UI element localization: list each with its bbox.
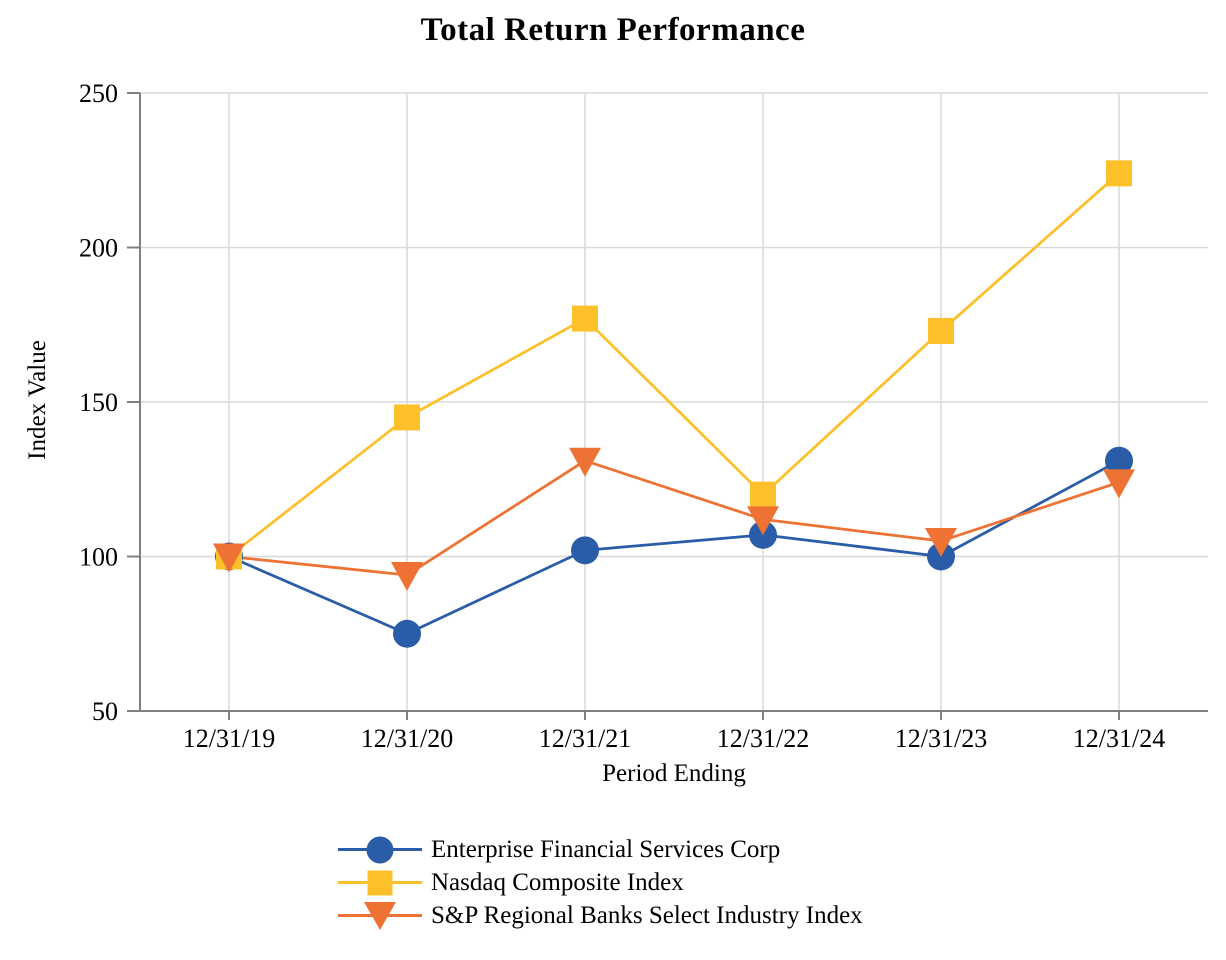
legend-line-sample [338, 833, 422, 866]
x-axis-title: Period Ending [602, 760, 746, 787]
square-marker-icon [394, 404, 420, 431]
circle-marker-icon [393, 619, 421, 648]
circle-marker-icon [571, 536, 599, 565]
legend-line-sample [338, 899, 422, 932]
triangle-down-marker-icon [569, 447, 601, 477]
triangle-down-marker-icon [391, 562, 423, 592]
chart-title: Total Return Performance [420, 12, 806, 48]
y-tick-label: 150 [79, 388, 118, 417]
x-tick-label: 12/31/21 [539, 724, 631, 753]
x-tick-label: 12/31/19 [183, 724, 275, 753]
triangle-down-marker-icon [213, 543, 245, 573]
legend-label: Enterprise Financial Services Corp [431, 835, 781, 863]
y-tick-label: 100 [79, 543, 118, 572]
triangle-down-marker-icon [1103, 469, 1135, 499]
legend-item-sp-regional-banks: S&P Regional Banks Select Industry Index [338, 899, 863, 932]
plot-area: 50 100 150 200 250 12/31/19 12/31/20 12/31/21 12… [79, 79, 1208, 753]
triangle-down-marker-icon [364, 901, 396, 930]
circle-marker-icon [1105, 446, 1133, 475]
triangle-down-marker-icon [747, 506, 779, 536]
square-marker-icon [750, 481, 776, 508]
legend-line-sample [338, 866, 422, 899]
square-marker-icon [928, 317, 954, 344]
y-tick-label: 200 [79, 234, 118, 263]
series-line-0 [227, 459, 1121, 636]
circle-marker-icon [366, 836, 394, 863]
legend-label: S&P Regional Banks Select Industry Index [431, 901, 863, 929]
square-marker-icon [367, 870, 393, 895]
x-tick-label: 12/31/22 [717, 724, 809, 753]
x-tick-label: 12/31/24 [1073, 724, 1165, 753]
legend: Enterprise Financial Services Corp Nasda… [338, 833, 863, 932]
square-marker-icon [1106, 160, 1132, 187]
legend-label: Nasdaq Composite Index [431, 868, 684, 896]
legend-item-efsc: Enterprise Financial Services Corp [338, 833, 863, 866]
x-tick-label: 12/31/23 [895, 724, 987, 753]
y-tick-label: 250 [79, 79, 118, 108]
y-tick-label: 50 [92, 697, 118, 726]
triangle-down-marker-icon [925, 528, 957, 558]
series-line-1 [227, 171, 1121, 558]
series-line-2 [227, 459, 1121, 577]
legend-item-nasdaq: Nasdaq Composite Index [338, 866, 863, 899]
x-tick-label: 12/31/20 [361, 724, 453, 753]
square-marker-icon [572, 305, 598, 332]
